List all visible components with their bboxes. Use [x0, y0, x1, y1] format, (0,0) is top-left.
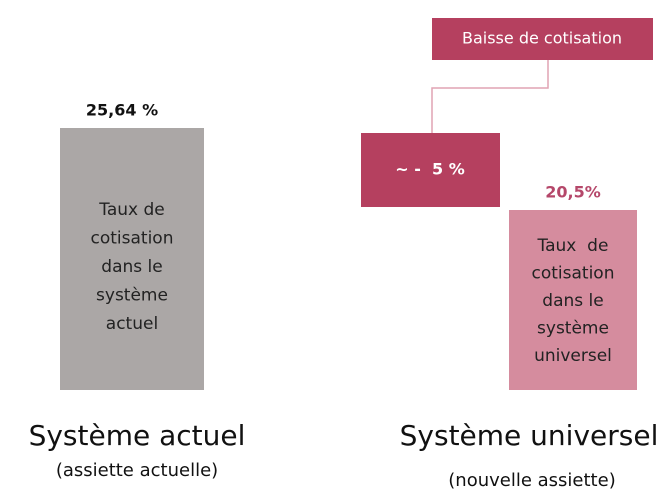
universal-subtitle: (nouvelle assiette): [448, 470, 615, 491]
box-line: universel: [534, 346, 612, 366]
box-line: système: [96, 286, 168, 306]
drop-value: ~ - 5 %: [395, 160, 465, 179]
drop-label-box: [432, 18, 653, 60]
box-line: système: [537, 319, 609, 339]
current-subtitle: (assiette actuelle): [56, 460, 218, 481]
current-title: Système actuel: [29, 419, 246, 452]
box-line: cotisation: [532, 264, 615, 284]
drop-box: [361, 133, 500, 207]
universal-box-text: Taux de cotisation dans le système universel: [532, 236, 615, 366]
connector: [431, 60, 549, 133]
current-box-text: Taux de cotisation dans le système actuel: [91, 200, 174, 334]
box-line: cotisation: [91, 229, 174, 249]
universal-value: 20,5%: [545, 183, 601, 202]
box-line: actuel: [106, 314, 158, 334]
universal-box: [509, 210, 637, 390]
drop-label: Baisse de cotisation: [462, 29, 622, 48]
box-line: dans le: [101, 257, 162, 277]
box-line: Taux de: [537, 236, 609, 256]
box-line: Taux de: [98, 200, 164, 220]
current-box: [60, 128, 204, 390]
universal-title: Système universel: [400, 419, 659, 452]
current-value: 25,64 %: [86, 101, 158, 120]
box-line: dans le: [542, 291, 603, 311]
